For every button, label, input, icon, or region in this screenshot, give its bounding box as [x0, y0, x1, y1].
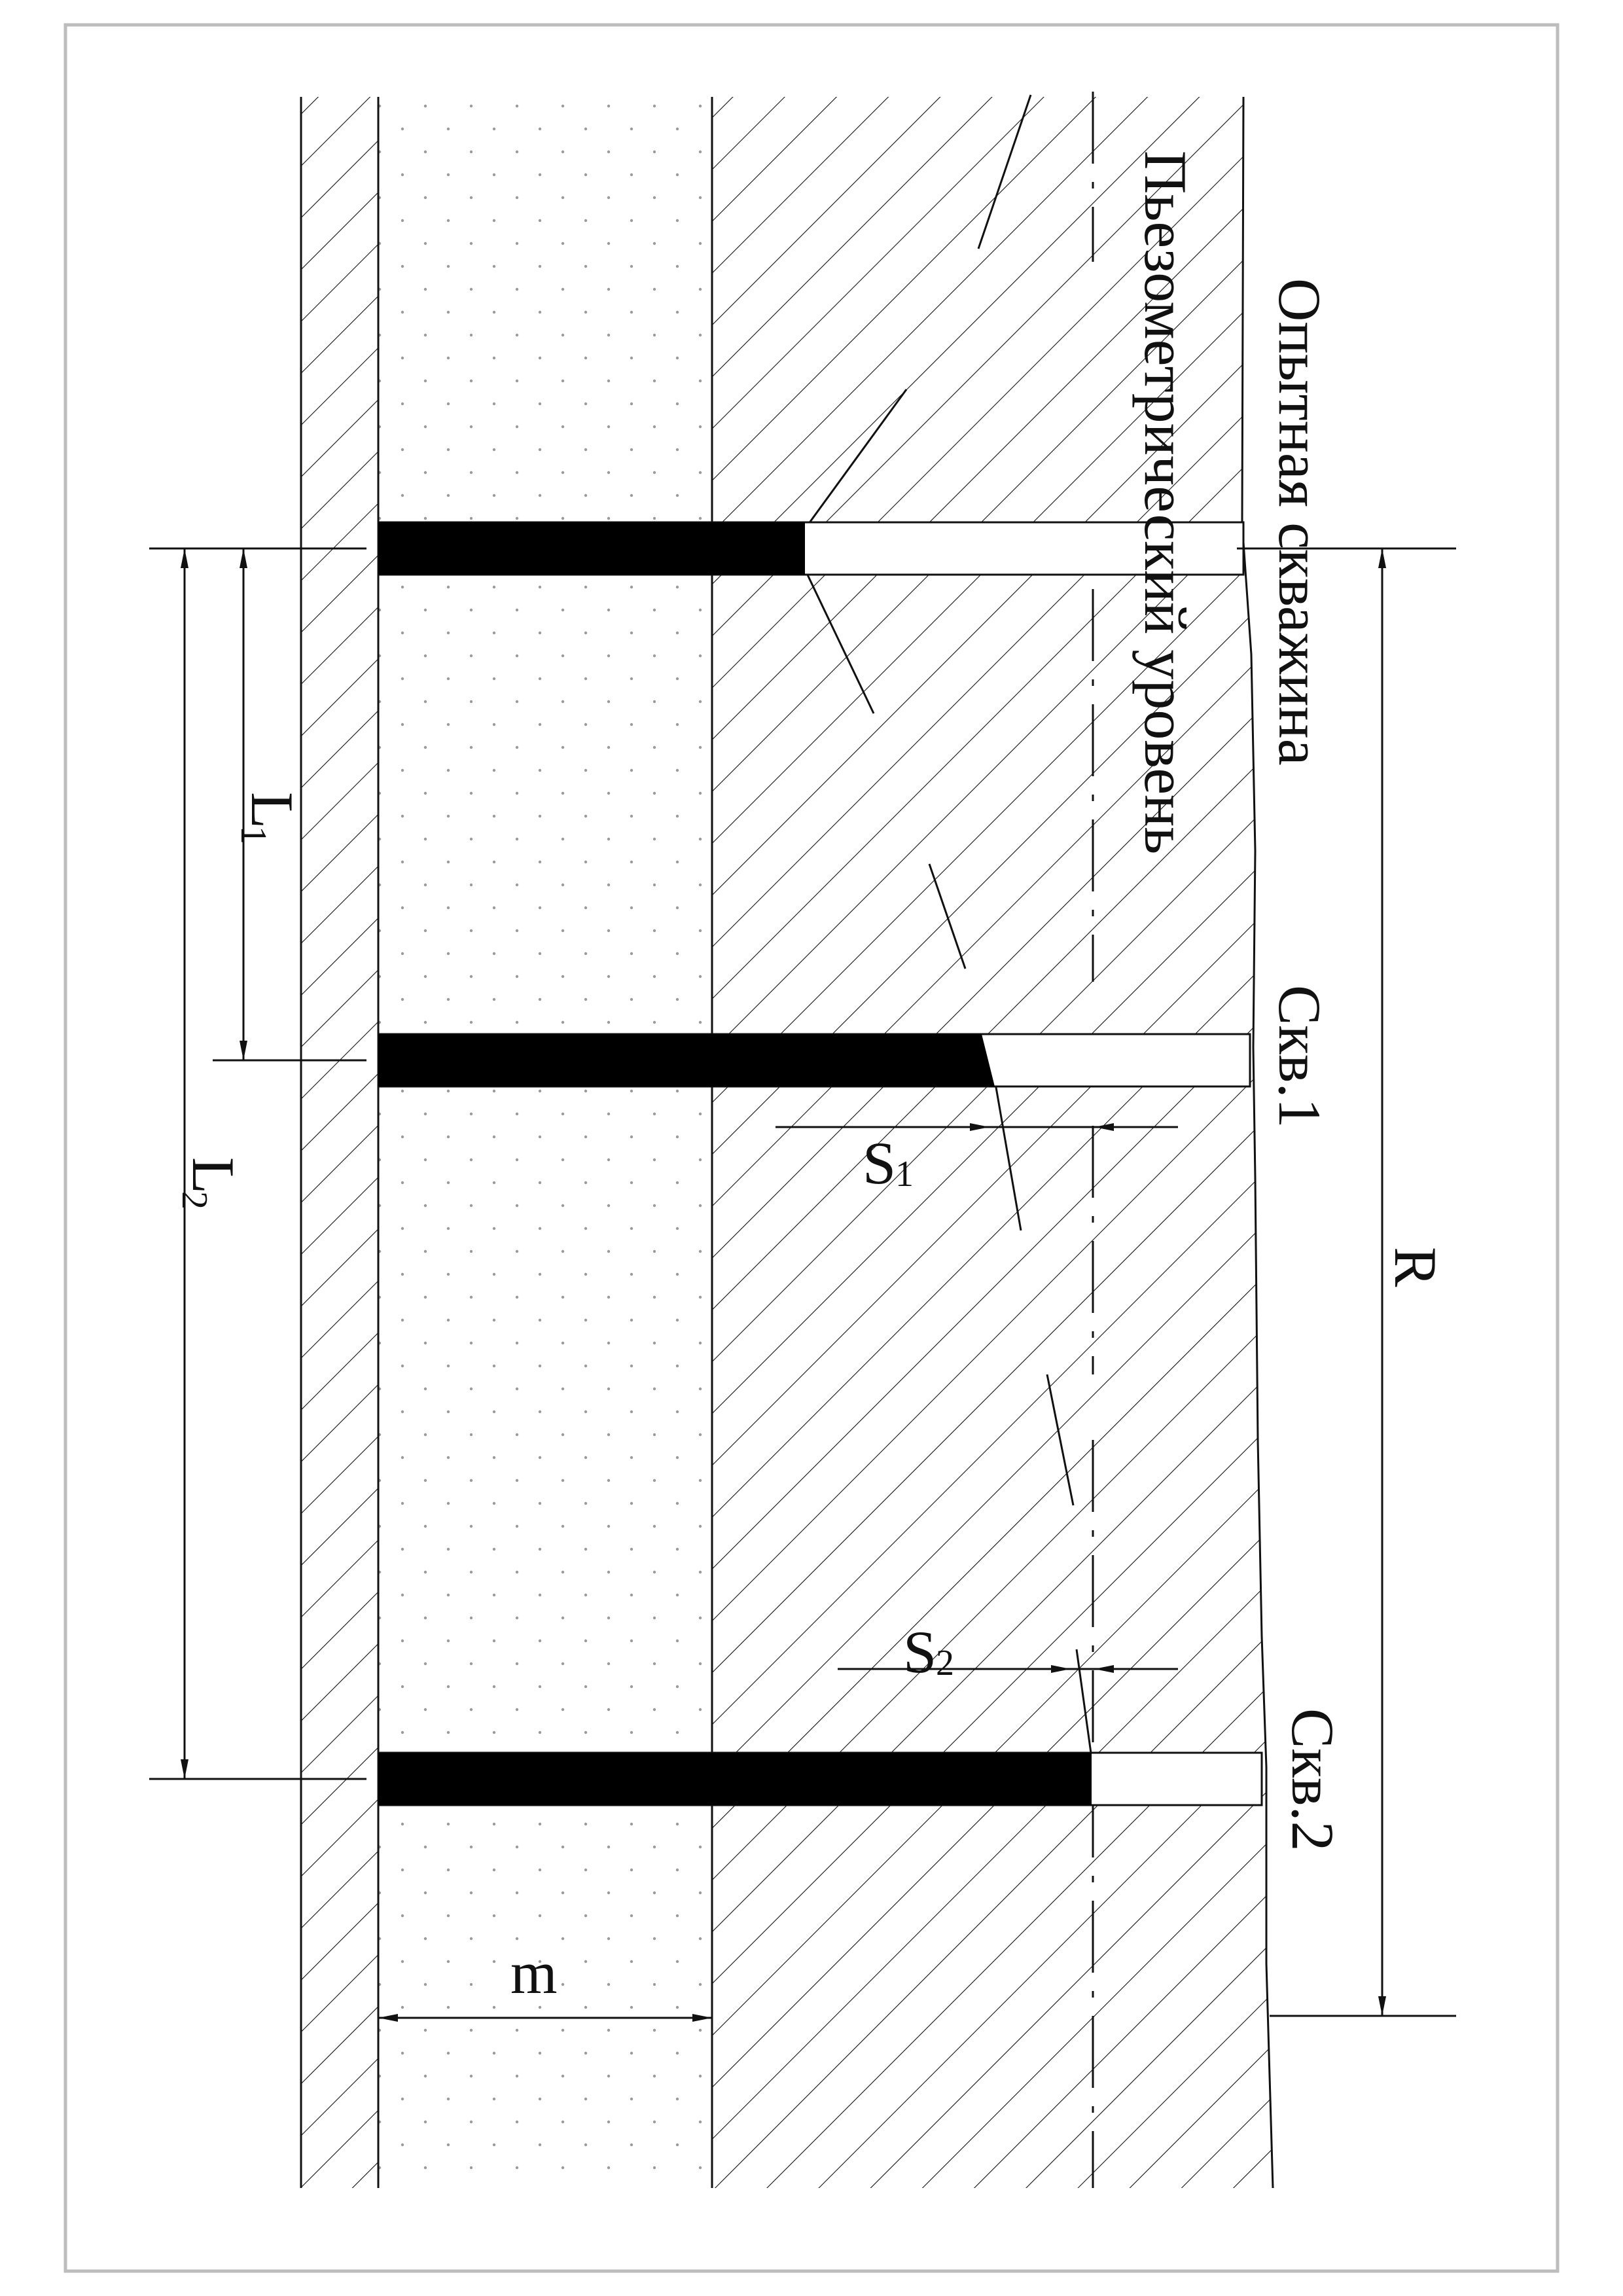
- s1-label-sub: 1: [895, 1154, 914, 1194]
- l2-label-main: L: [180, 1157, 247, 1194]
- well-1-water-column: [378, 1034, 995, 1086]
- experimental-well: [378, 522, 1243, 575]
- s1-label-main: S: [863, 1130, 896, 1196]
- well-2-label: Скв.2: [1279, 1708, 1346, 1852]
- l2-label-sub: 2: [174, 1191, 215, 1210]
- observation-well-1: [378, 1034, 1250, 1086]
- l2-label: L 2: [174, 1157, 247, 1210]
- piezometric-level-label: Пьезометрический уровень: [1132, 151, 1199, 854]
- s2-label-sub: 2: [936, 1643, 954, 1683]
- well-2-water-column: [378, 1753, 1092, 1805]
- r-label: R: [1382, 1247, 1449, 1287]
- aquifer-sand: [378, 97, 712, 2188]
- s2-label-main: S: [903, 1619, 936, 1685]
- observation-well-2: [378, 1753, 1262, 1805]
- experimental-well-water-column: [378, 522, 805, 575]
- m-label: m: [510, 1939, 558, 2006]
- lower-confining-layer: [301, 97, 378, 2188]
- l1-label-main: L: [239, 792, 306, 829]
- well-1-label: Скв.1: [1266, 985, 1333, 1128]
- experimental-well-label: Опытная скважина: [1266, 278, 1333, 766]
- l1-label-sub: 1: [233, 826, 274, 844]
- l1-label: L 1: [233, 792, 306, 844]
